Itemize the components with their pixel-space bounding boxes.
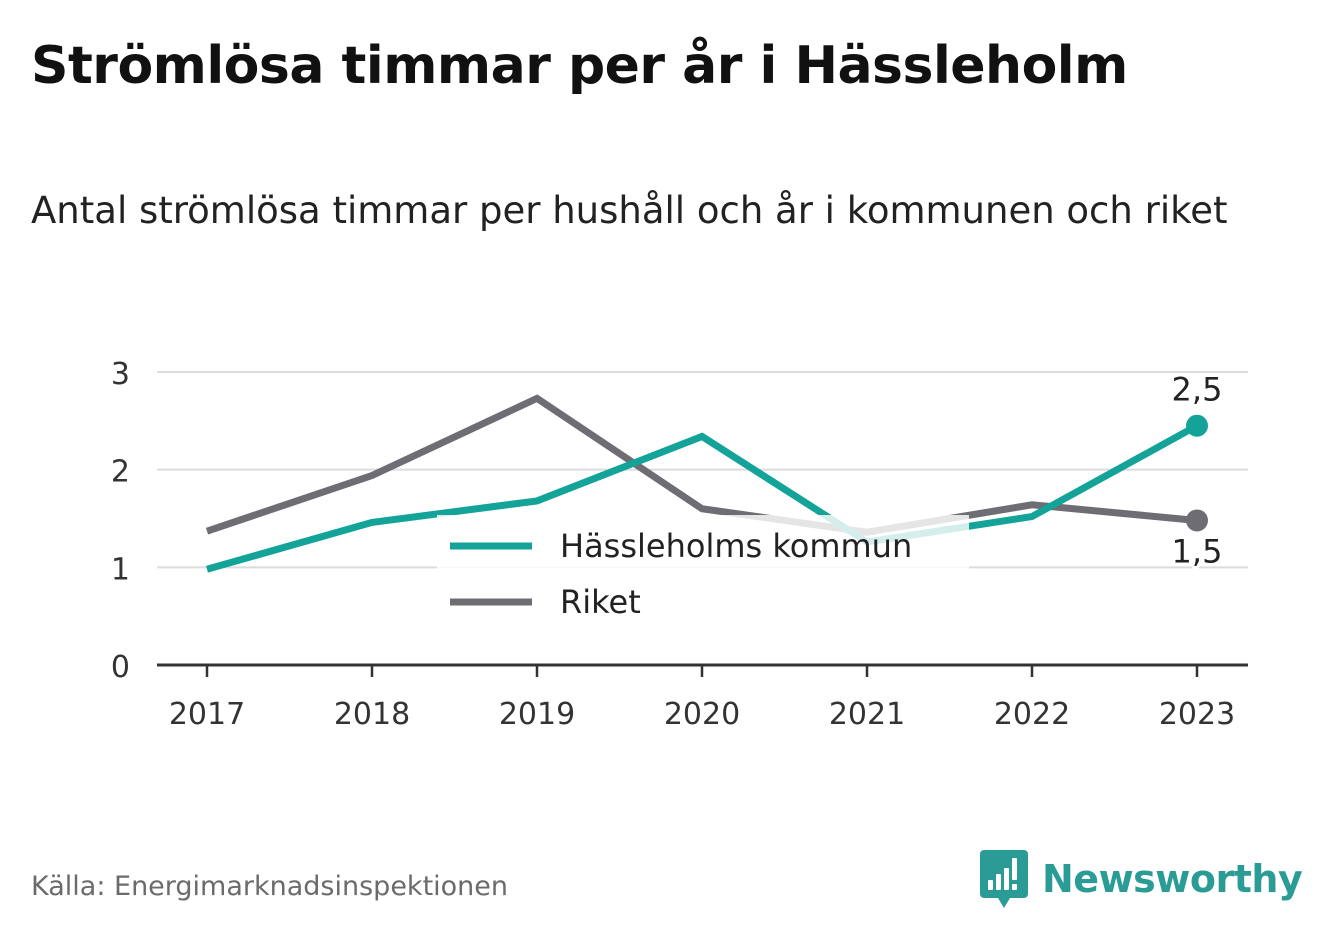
end-label: 2,5 [1172, 371, 1223, 409]
y-tick-label: 2 [111, 455, 130, 490]
x-tick-label: 2023 [1159, 697, 1235, 732]
y-tick-label: 3 [111, 357, 130, 392]
x-axis-tick-labels: 2017 2018 2019 2020 2021 2022 2023 [169, 665, 1235, 732]
x-tick-label: 2022 [994, 697, 1070, 732]
newsworthy-logo-icon [980, 850, 1028, 908]
end-marker [1186, 509, 1208, 532]
brand-name: Newsworthy [1042, 857, 1303, 901]
chart-title: Strömlösa timmar per år i Hässleholm [31, 36, 1128, 96]
x-tick-label: 2020 [664, 697, 740, 732]
y-tick-label: 0 [111, 650, 130, 685]
legend-label: Hässleholms kommun [560, 527, 912, 565]
x-tick-label: 2019 [499, 697, 575, 732]
x-tick-label: 2017 [169, 697, 245, 732]
end-label: 1,5 [1172, 532, 1223, 570]
chart-subtitle: Antal strömlösa timmar per hushåll och å… [31, 189, 1228, 232]
legend: Hässleholms kommun Riket [437, 515, 969, 621]
end-labels: 2,5 1,5 [1169, 368, 1226, 574]
y-axis-tick-labels: 0 1 2 3 [111, 357, 130, 685]
end-marker [1186, 414, 1208, 437]
x-tick-label: 2021 [829, 697, 905, 732]
x-tick-label: 2018 [334, 697, 410, 732]
y-tick-label: 1 [111, 552, 130, 587]
brand: Newsworthy [980, 850, 1303, 908]
series-line-riket [205, 394, 1198, 536]
legend-background [437, 515, 969, 569]
legend-label: Riket [560, 583, 641, 621]
line-chart: 0 1 2 3 2017 2018 2019 2020 2021 2022 2023 Hässle… [111, 357, 1248, 732]
source-note: Källa: Energimarknadsinspektionen [31, 871, 509, 902]
